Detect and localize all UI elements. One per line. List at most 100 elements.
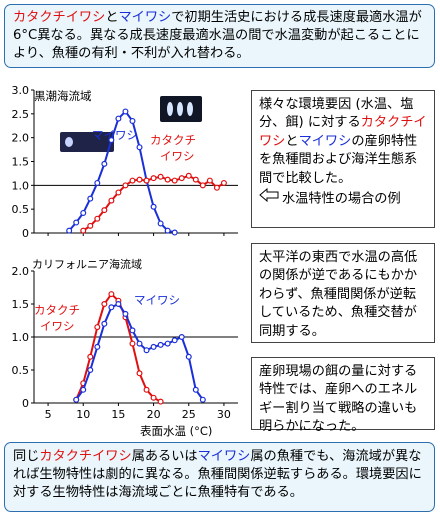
sardine-term: マイワシ [298, 133, 352, 149]
x-tick-label: 30 [217, 408, 231, 421]
summary-text: で初期生活史における成長速度最適水温が6°C異なる。異なる成長速度最適水温の間で… [13, 10, 422, 61]
data-point [164, 340, 171, 347]
data-point [115, 189, 122, 196]
y-tick-label: 1.0 [12, 179, 30, 192]
egg-photo-icon [60, 132, 114, 152]
data-point [101, 207, 108, 214]
data-point [143, 386, 150, 393]
data-point [164, 176, 171, 183]
data-point [101, 301, 108, 308]
result-note: 太平洋の東西で水温の高低の関係が逆であるにもかかわらず、魚種間関係が逆転している… [251, 243, 435, 343]
data-point [108, 197, 115, 204]
data-point [73, 396, 80, 403]
anchovy-term: カタクチイワシ [13, 10, 106, 25]
y-tick-label: 0.5 [12, 364, 30, 377]
data-point [157, 220, 164, 227]
data-point [73, 219, 80, 226]
data-point [171, 337, 178, 344]
data-point [80, 386, 87, 393]
data-point [136, 176, 143, 183]
data-point [101, 320, 108, 327]
method-note: 様々な環境要因 (水温、塩分、餌) に対するカタクチイワシとマイワシの産卵特性を… [251, 90, 435, 228]
x-tick-label: 20 [147, 408, 161, 421]
data-point [164, 227, 171, 234]
left-arrow-icon [259, 188, 279, 208]
data-point [150, 343, 157, 350]
data-point [157, 398, 164, 405]
food-note: 産卵現場の餌の量に対する特性では、産卵へのエネルギー割り当て戦略の違いも明らかに… [251, 357, 435, 434]
data-point [136, 340, 143, 347]
sardine-term: マイワシ [118, 10, 172, 25]
data-point [94, 324, 101, 331]
data-point [150, 175, 157, 182]
data-point [122, 108, 129, 115]
chart2-plot: 0 0.5 1.0 1.5 2.0 5 10 15 20 25 30 [12, 265, 238, 421]
y-tick-label: 0.5 [12, 203, 30, 216]
conclusion-text: 属あるいは [131, 449, 198, 464]
sardine-term: マイワシ [197, 449, 251, 464]
data-point [199, 182, 206, 189]
data-point [192, 386, 199, 393]
note-text: 様々な環境要因 (水温、塩分、餌) に対する [259, 97, 414, 131]
chart2-sardine-label: マイワシ [134, 293, 180, 307]
data-point [101, 160, 108, 167]
data-point [80, 227, 87, 234]
data-point [171, 177, 178, 184]
x-tick-label: 15 [111, 408, 125, 421]
note-text: と [285, 133, 299, 149]
y-tick-label: 0 [22, 397, 29, 410]
y-tick-label: 1.5 [12, 298, 30, 311]
data-point [108, 137, 115, 144]
series-line [68, 109, 175, 234]
data-point [115, 301, 122, 308]
data-point [94, 179, 101, 186]
chart2-title: カリフォルニア海流域 [32, 257, 142, 271]
data-point [87, 195, 94, 202]
y-tick-label: 3.0 [12, 84, 30, 97]
data-point [87, 367, 94, 374]
larva-photo-icon [177, 102, 183, 116]
data-point [185, 353, 192, 360]
larva-photo-icon [187, 102, 193, 116]
data-point [122, 310, 129, 317]
y-tick-label: 2.5 [12, 108, 30, 121]
data-point [129, 327, 136, 334]
conclusion-box: 同じカタクチイワシ属あるいはマイワシ属の魚種でも、海流域が異なれば生物特性は劇的… [4, 442, 435, 512]
data-point [143, 177, 150, 184]
data-point [66, 227, 73, 234]
data-point [80, 209, 87, 216]
chart2-anchovy-label: カタクチ [34, 303, 80, 317]
x-tick-label: 25 [182, 408, 196, 421]
x-tick-label: 10 [76, 408, 90, 421]
y-tick-label: 2.0 [12, 265, 30, 278]
data-point [94, 343, 101, 350]
y-tick-label: 1.0 [12, 331, 30, 344]
data-point [150, 394, 157, 401]
data-point [136, 144, 143, 151]
chart1-plot: 0 0.5 1.0 1.5 2.0 2.5 3.0 [12, 84, 238, 240]
data-point [199, 396, 206, 403]
data-point [136, 370, 143, 377]
data-point [192, 176, 199, 183]
note-text: 水温特性の場合の例 [282, 191, 401, 207]
y-tick-label: 1.5 [12, 156, 30, 169]
larva-photo-icon [167, 102, 173, 116]
data-point [108, 304, 115, 311]
data-point [129, 340, 136, 347]
data-point [220, 179, 227, 186]
data-point [206, 177, 213, 184]
data-point [129, 117, 136, 124]
chart2-anchovy-label: イワシ [40, 319, 75, 333]
data-point [178, 175, 185, 182]
chart1-anchovy-label: カタクチ [150, 133, 196, 147]
data-point [122, 182, 129, 189]
data-point [115, 115, 122, 122]
data-point [129, 177, 136, 184]
data-point [94, 215, 101, 222]
series-line [75, 302, 204, 401]
data-point [150, 203, 157, 210]
data-point [87, 222, 94, 229]
chart1-sardine-label: マイワシ [92, 128, 138, 142]
y-tick-label: 0 [22, 227, 29, 240]
